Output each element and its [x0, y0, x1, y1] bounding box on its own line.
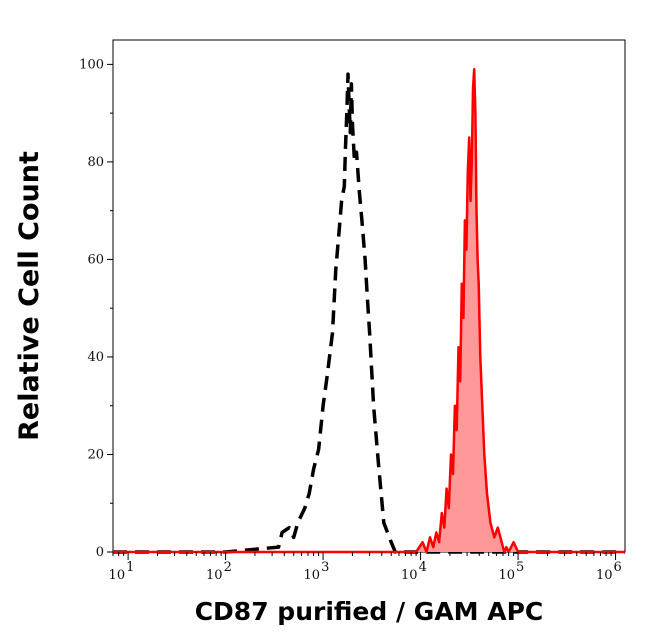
x-tick-base: 10 — [596, 568, 613, 583]
x-tick-exponent: 2 — [224, 560, 232, 575]
y-tick-label-40: 40 — [87, 350, 104, 365]
x-tick-label-5: 105 — [499, 560, 525, 583]
x-tick-label-6: 106 — [596, 560, 622, 583]
x-tick-base: 10 — [109, 568, 126, 583]
x-tick-exponent: 5 — [516, 560, 524, 575]
x-tick-label-1: 101 — [109, 560, 135, 583]
y-axis-title: Relative Cell Count — [14, 151, 45, 441]
x-tick-exponent: 1 — [126, 560, 134, 575]
y-tick-label-80: 80 — [87, 155, 104, 170]
x-tick-label-2: 102 — [206, 560, 232, 583]
x-tick-base: 10 — [206, 568, 223, 583]
series-layer — [113, 68, 625, 554]
plot-frame — [112, 39, 626, 553]
x-tick-exponent: 3 — [321, 560, 329, 575]
y-tick-label-60: 60 — [87, 252, 104, 267]
x-tick-base: 10 — [304, 568, 321, 583]
y-tick-label-0: 0 — [96, 545, 104, 560]
x-tick-label-4: 104 — [401, 560, 427, 583]
series-1-line — [113, 68, 625, 554]
x-tick-label-3: 103 — [304, 560, 330, 583]
y-tick-label-20: 20 — [87, 447, 104, 462]
x-axis-title: CD87 purified / GAM APC — [195, 597, 544, 626]
x-tick-base: 10 — [499, 568, 516, 583]
x-tick-base: 10 — [401, 568, 418, 583]
series-0-line — [113, 72, 625, 554]
x-tick-exponent: 4 — [419, 560, 427, 575]
y-tick-label-100: 100 — [79, 57, 104, 72]
y-axis: 0 20 40 60 80 100 — [79, 57, 113, 560]
x-tick-exponent: 6 — [614, 560, 622, 575]
